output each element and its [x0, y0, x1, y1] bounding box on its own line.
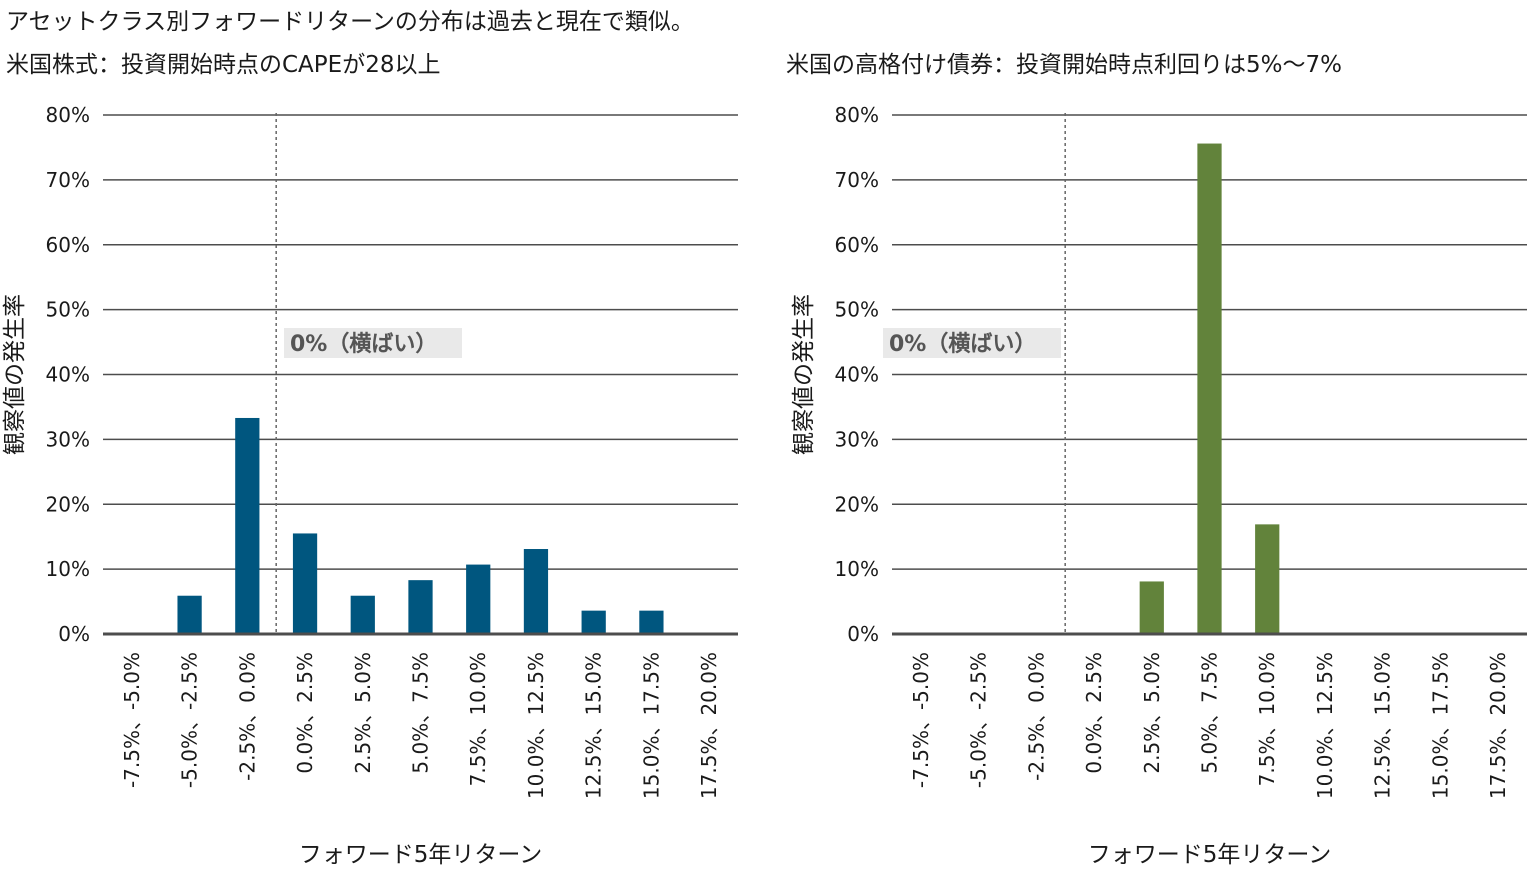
x-tick-label: 0.0%、2.5%: [293, 652, 317, 774]
x-tick-label: 5.0%、7.5%: [1198, 652, 1222, 774]
zero-return-label: 0%（横ばい）: [290, 332, 437, 357]
y-tick-label: 0%: [847, 622, 879, 646]
x-tick-label: -2.5%、0.0%: [235, 652, 259, 781]
y-tick-label: 0%: [58, 622, 90, 646]
x-tick-label: -7.5%、-5.0%: [120, 652, 144, 788]
x-tick-label: 0.0%、2.5%: [1082, 652, 1106, 774]
y-tick-label: 50%: [835, 298, 879, 322]
y-tick-label: 10%: [835, 557, 879, 581]
x-tick-label: 10.0%、12.5%: [1313, 652, 1337, 799]
x-tick-label: 12.5%、15.0%: [582, 652, 606, 799]
bar: [581, 610, 606, 634]
y-tick-label: 80%: [835, 103, 879, 127]
y-tick-label: 80%: [46, 103, 90, 127]
x-tick-label: -2.5%、0.0%: [1024, 652, 1048, 781]
main-title: アセットクラス別フォワードリターンの分布は過去と現在で類似。: [6, 9, 694, 35]
y-tick-label: 40%: [46, 363, 90, 387]
chart-title-bonds: 米国の高格付け債券：投資開始時点利回りは5%～7%: [786, 52, 1342, 78]
bar: [235, 417, 260, 634]
x-tick-label: 17.5%、20.0%: [1486, 652, 1510, 799]
y-tick-label: 20%: [46, 492, 90, 516]
chart-bonds: 0% 10% 20% 30% 40% 50% 60% 70% 80% 0%（横ばい） -7.5%、-…: [791, 103, 1527, 868]
x-tick-label: 7.5%、10.0%: [466, 652, 490, 786]
y-tick-label: 30%: [46, 427, 90, 451]
zero-return-label-box: [883, 328, 1061, 358]
bar: [1197, 143, 1222, 635]
x-tick-label: -5.0%、-2.5%: [967, 652, 991, 788]
y-tick-label: 70%: [835, 168, 879, 192]
y-tick-label: 20%: [835, 492, 879, 516]
y-tick-label: 10%: [46, 557, 90, 581]
y-axis-label: 観察値の発生率: [791, 294, 817, 455]
x-tick-label: 15.0%、17.5%: [1428, 652, 1452, 799]
y-tick-label: 70%: [46, 168, 90, 192]
x-tick-label: 10.0%、12.5%: [524, 652, 548, 799]
x-tick-label: 2.5%、5.0%: [1140, 652, 1164, 774]
x-tick-label: 5.0%、7.5%: [409, 652, 433, 774]
y-tick-label: 30%: [835, 427, 879, 451]
x-axis-label: フォワード5年リターン: [299, 842, 542, 868]
chart-equities: 0% 10% 20% 30% 40% 50% 60% 70% 80% 0%（横ばい） -7.5%、-…: [2, 103, 738, 868]
x-tick-label: 7.5%、10.0%: [1255, 652, 1279, 786]
bar: [408, 580, 433, 634]
x-tick-label: -5.0%、-2.5%: [178, 652, 202, 788]
bar: [1255, 524, 1280, 634]
zero-return-label: 0%（横ばい）: [889, 332, 1036, 357]
x-axis-label: フォワード5年リターン: [1088, 842, 1331, 868]
bar: [523, 549, 549, 634]
x-tick-label: 17.5%、20.0%: [697, 652, 721, 799]
zero-return-label-box: [284, 328, 462, 358]
bar: [1139, 581, 1164, 634]
y-tick-label: 60%: [46, 233, 90, 257]
bar: [466, 564, 491, 634]
x-tick-label: 12.5%、15.0%: [1371, 652, 1395, 799]
bar: [177, 595, 202, 634]
x-tick-label: 2.5%、5.0%: [351, 652, 375, 774]
bar: [639, 610, 664, 634]
y-axis-label: 観察値の発生率: [2, 294, 28, 455]
y-tick-label: 40%: [835, 363, 879, 387]
x-tick-label: 15.0%、17.5%: [639, 652, 663, 799]
chart-title-equities: 米国株式：投資開始時点のCAPEが28以上: [6, 52, 441, 78]
y-tick-label: 50%: [46, 298, 90, 322]
x-tick-label: -7.5%、-5.0%: [909, 652, 933, 788]
bar: [292, 533, 318, 634]
bar: [350, 595, 375, 634]
y-tick-label: 60%: [835, 233, 879, 257]
